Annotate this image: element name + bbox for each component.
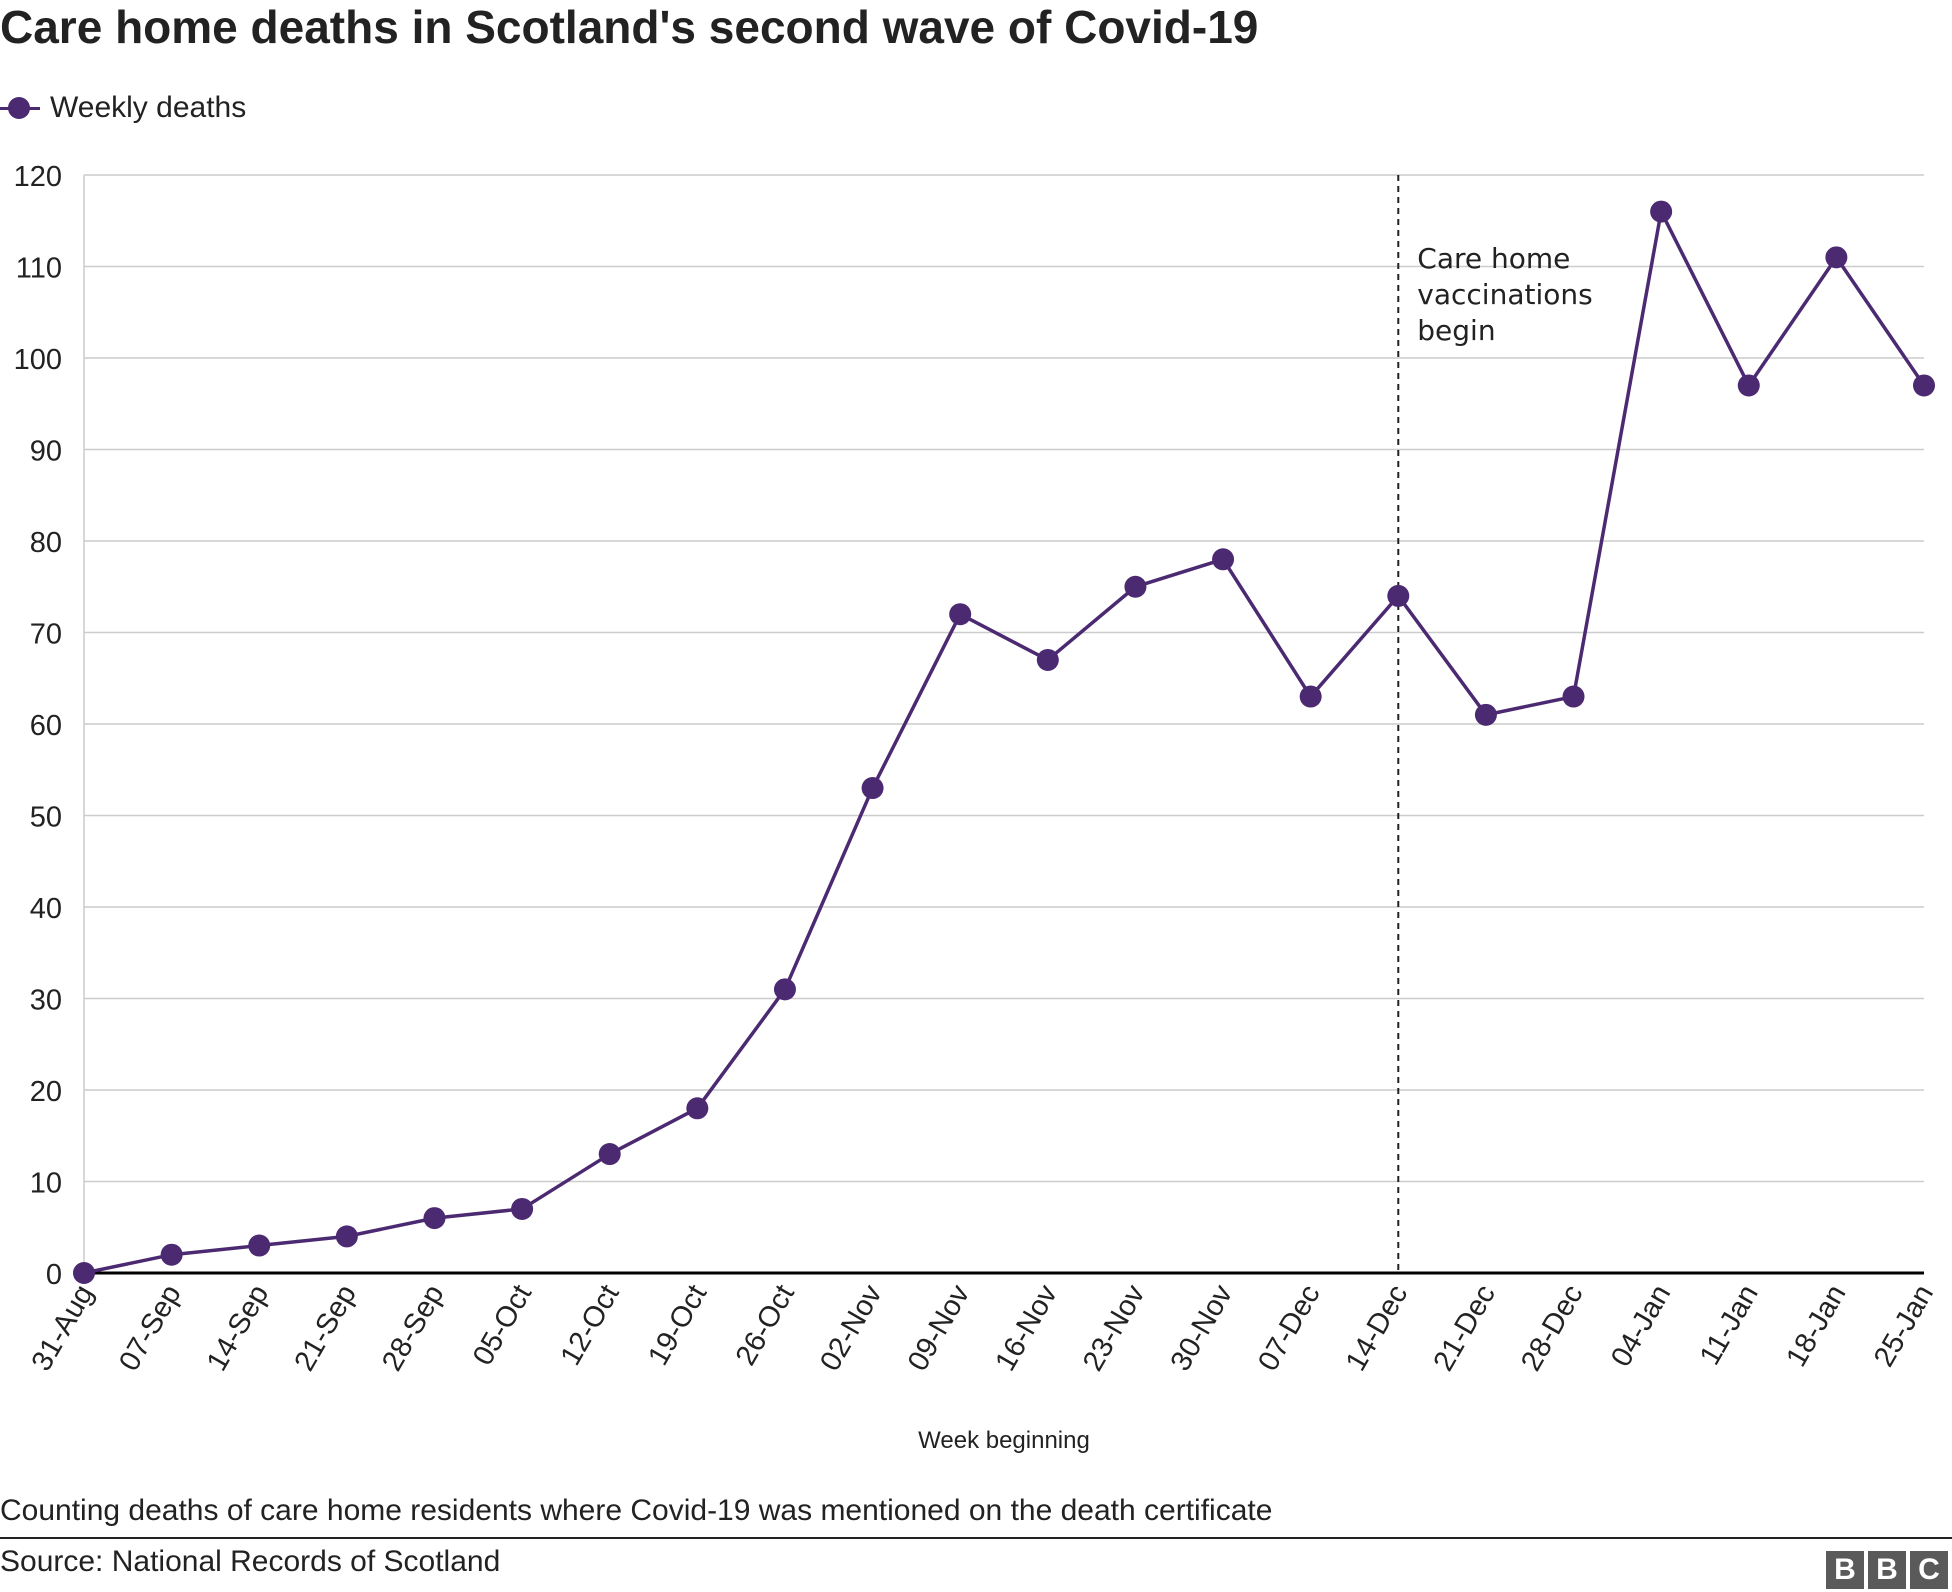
y-tick-label: 110 (16, 253, 62, 285)
bbc-logo-letter: B (1868, 1551, 1906, 1589)
x-tick-label: 07-Sep (113, 1280, 187, 1377)
legend: Weekly deaths (0, 88, 246, 128)
data-point (686, 1097, 709, 1120)
legend-label: Weekly deaths (50, 91, 247, 124)
y-tick-label: 80 (30, 527, 62, 559)
data-point (949, 603, 972, 626)
y-tick-label: 100 (14, 344, 62, 376)
y-tick-label: 20 (30, 1076, 62, 1108)
x-tick-label: 12-Oct (555, 1280, 626, 1371)
y-tick-label: 40 (30, 893, 62, 925)
data-point (511, 1197, 534, 1220)
x-tick-label: 25-Jan (1868, 1280, 1940, 1373)
data-point (773, 978, 796, 1001)
footnote: Counting deaths of care home residents w… (0, 1494, 1273, 1527)
bbc-logo-letter: C (1910, 1551, 1948, 1589)
bbc-logo: B B C (1826, 1551, 1948, 1589)
data-point (423, 1207, 446, 1230)
x-tick-label: 28-Dec (1515, 1280, 1589, 1377)
x-tick-label: 31-Aug (26, 1280, 100, 1377)
legend-marker (0, 88, 40, 128)
x-tick-label: 19-Oct (642, 1280, 713, 1371)
x-tick-label: 14-Sep (201, 1280, 275, 1377)
x-tick-label: 07-Dec (1252, 1280, 1326, 1377)
series-line (83, 209, 1926, 1275)
annotation-text: Care home (1417, 242, 1570, 275)
data-point (1299, 685, 1322, 708)
x-tick-label: 23-Nov (1077, 1279, 1152, 1376)
y-tick-label: 50 (30, 802, 62, 834)
x-tick-label: 04-Jan (1605, 1280, 1677, 1373)
source-text: Source: National Records of Scotland (0, 1545, 501, 1578)
data-point (861, 777, 884, 800)
legend-dot (8, 97, 30, 119)
y-tick-label: 120 (14, 161, 62, 193)
bbc-logo-letter: B (1826, 1551, 1864, 1589)
data-point (1212, 548, 1235, 571)
data-point (335, 1225, 358, 1248)
data-point (1036, 648, 1059, 671)
x-tick-label: 05-Oct (467, 1280, 538, 1371)
annotation-text: begin (1417, 314, 1495, 347)
x-tick-label: 09-Nov (902, 1279, 977, 1376)
data-point (1387, 584, 1410, 607)
x-tick-label: 21-Dec (1428, 1280, 1502, 1377)
x-tick-label: 11-Jan (1694, 1280, 1765, 1371)
x-axis-label: Week beginning (918, 1427, 1090, 1454)
data-point (1562, 685, 1585, 708)
data-point (1124, 575, 1147, 598)
y-tick-label: 10 (30, 1168, 62, 1200)
x-tick-label: 21-Sep (288, 1280, 362, 1377)
data-point (1913, 374, 1935, 397)
data-point (1737, 374, 1760, 397)
x-tick-label: 16-Nov (989, 1279, 1064, 1376)
x-tick-label: 26-Oct (730, 1280, 801, 1371)
data-point (1825, 246, 1848, 269)
annotation-text: vaccinations (1417, 278, 1592, 311)
data-point (160, 1243, 183, 1266)
x-tick-label: 28-Sep (376, 1280, 450, 1377)
data-point (73, 1262, 95, 1284)
data-point (248, 1234, 271, 1257)
y-tick-label: 60 (30, 710, 62, 742)
data-point (598, 1143, 621, 1166)
y-tick-label: 0 (46, 1259, 62, 1291)
chart-title: Care home deaths in Scotland's second wa… (0, 1, 1259, 53)
data-point (1474, 703, 1497, 726)
x-tick-label: 30-Nov (1165, 1279, 1240, 1376)
line-chart: 0 10 20 30 40 50 60 70 80 90 100 110 120 31-Aug 07-Sep… (14, 161, 1940, 1454)
y-tick-label: 70 (30, 619, 62, 651)
x-tick-label: 14-Dec (1340, 1280, 1414, 1377)
x-tick-label: 02-Nov (814, 1279, 889, 1376)
y-tick-label: 90 (30, 436, 62, 468)
footer-divider (0, 1537, 1952, 1539)
y-tick-label: 30 (30, 985, 62, 1017)
data-point (1650, 200, 1673, 223)
x-tick-label: 18-Jan (1780, 1280, 1852, 1373)
